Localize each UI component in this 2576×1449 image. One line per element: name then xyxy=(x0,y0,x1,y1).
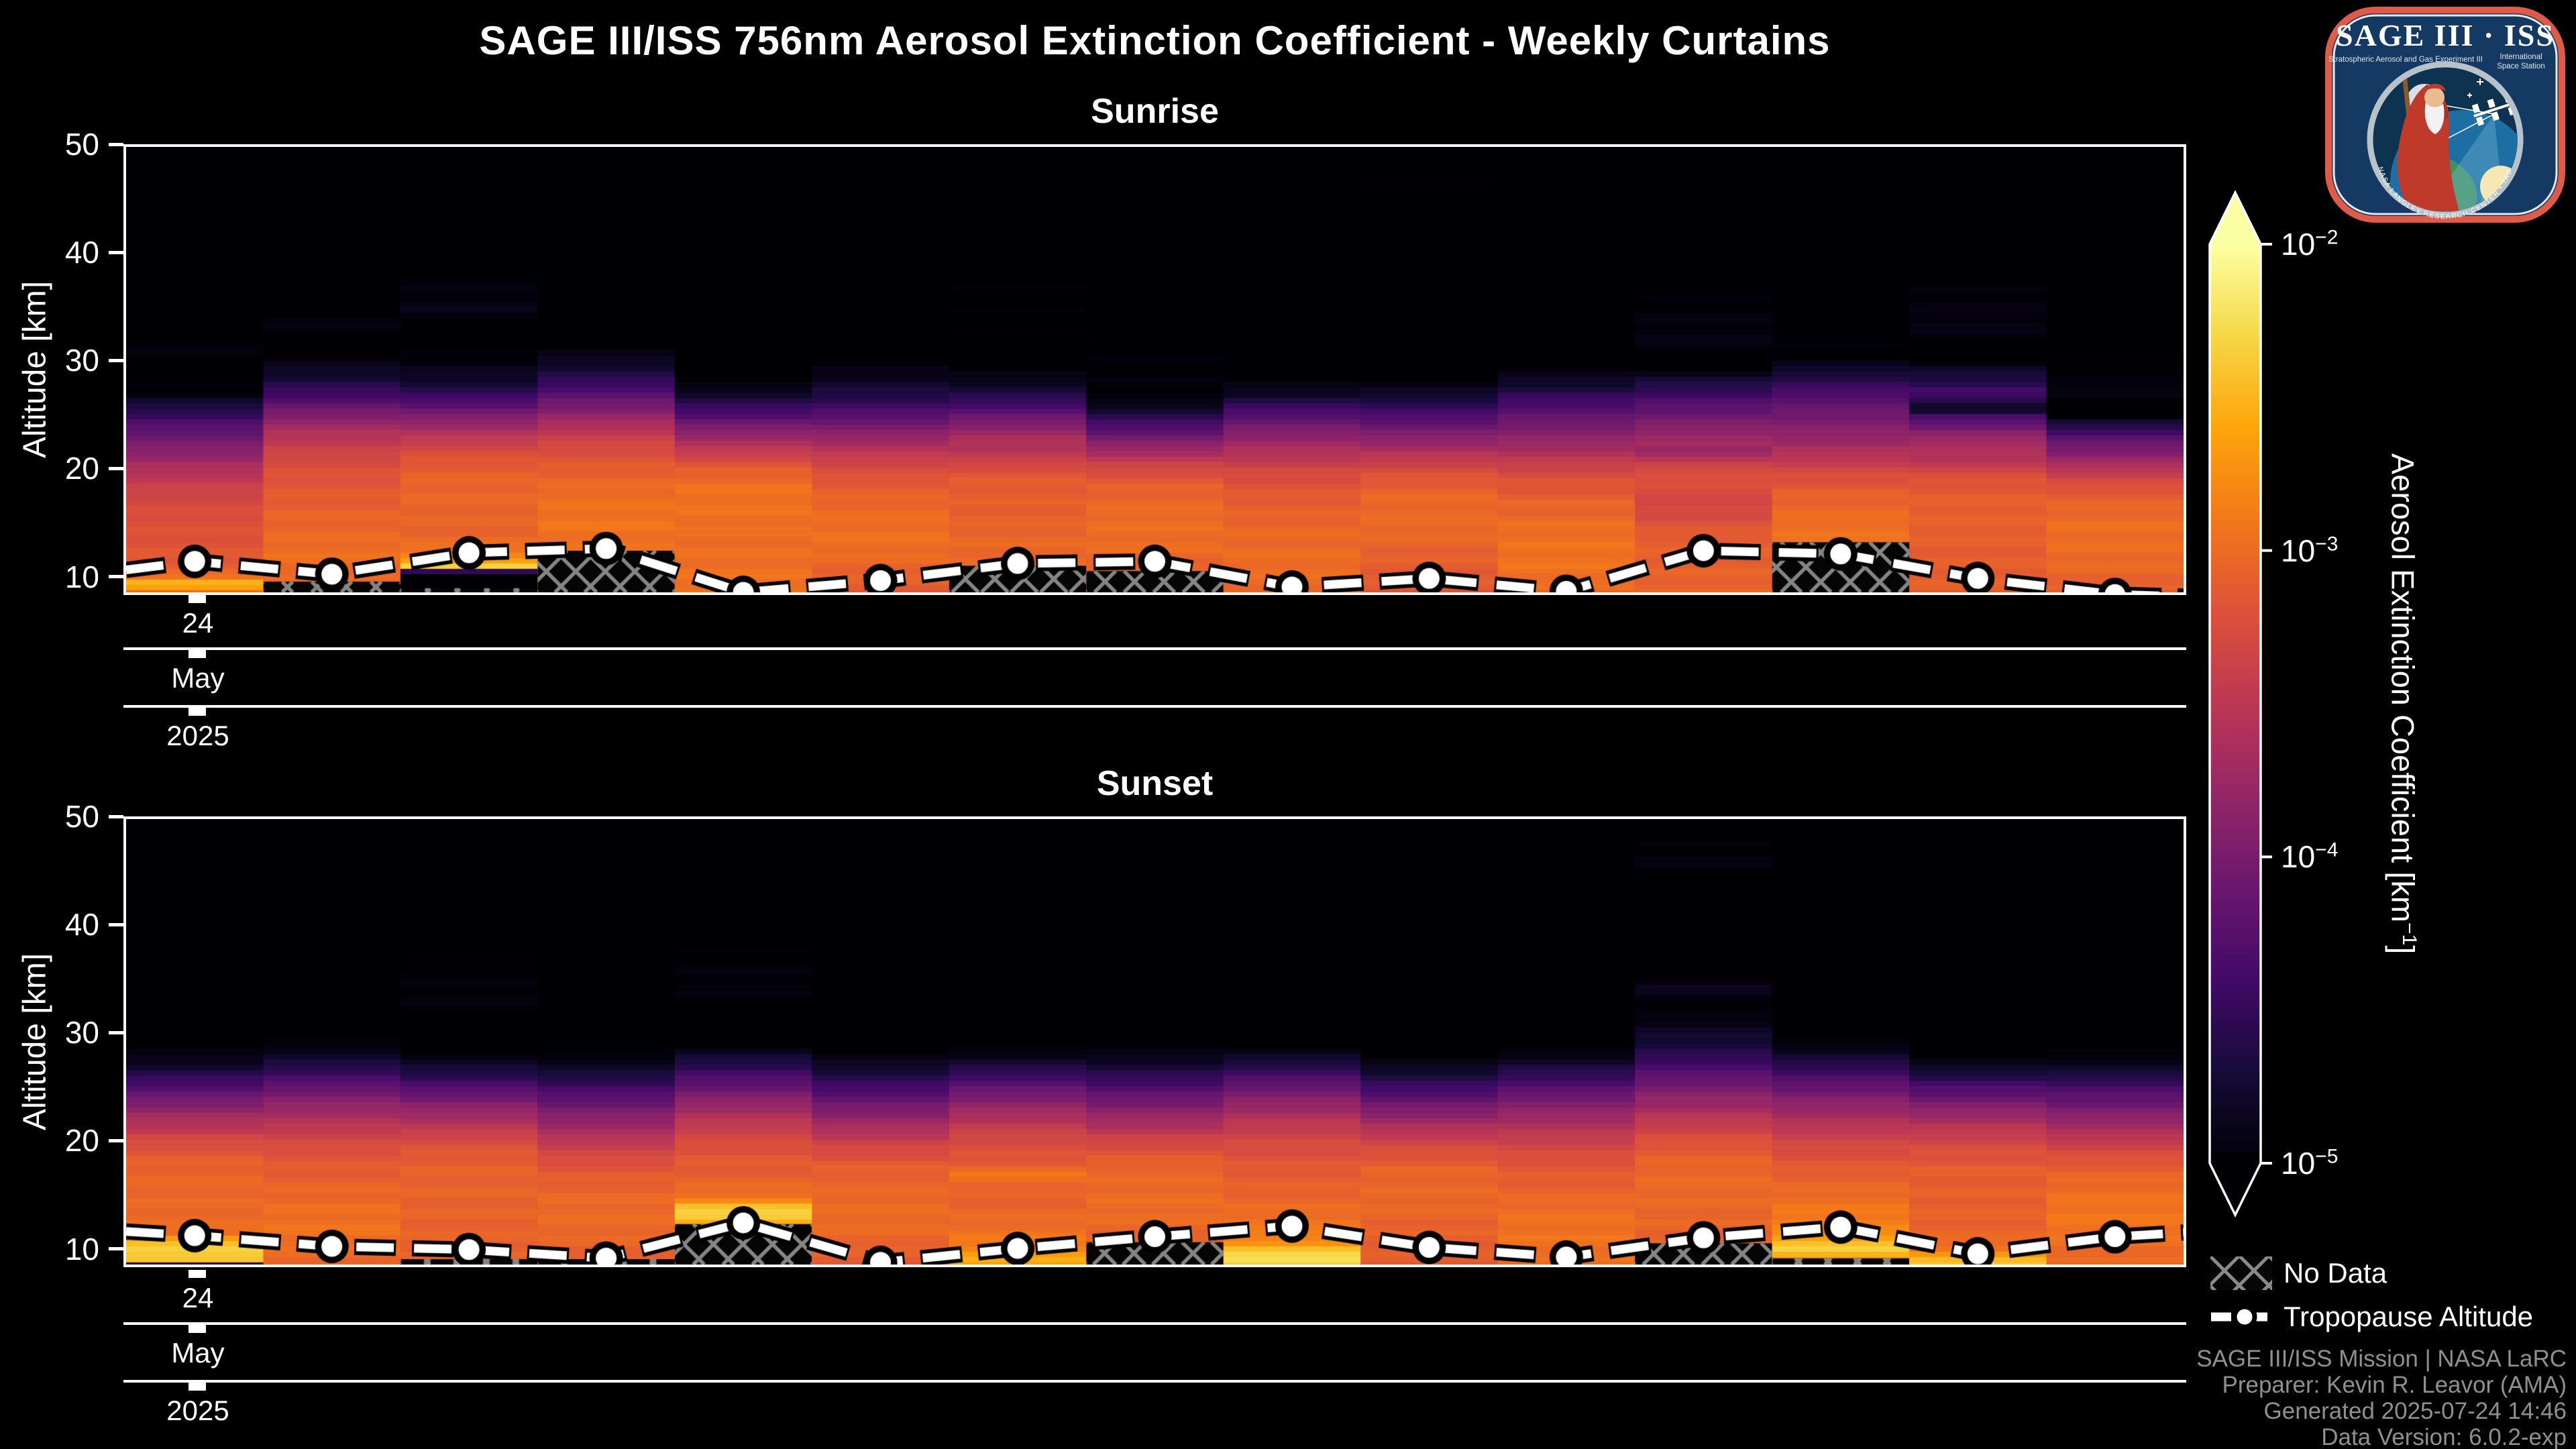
x-tick-day-label: 24 xyxy=(182,607,214,639)
month-separator-line xyxy=(123,1322,2186,1325)
x-tick-month-label: May xyxy=(171,662,225,694)
logo-title: SAGE III · ISS xyxy=(2336,18,2555,52)
year-tick-mark xyxy=(189,708,206,716)
colorbar-extend-min-arrow xyxy=(2210,1163,2261,1215)
colorbar-tick-label: 10−5 xyxy=(2281,1145,2339,1181)
attribution-block: SAGE III/ISS Mission | NASA LaRC Prepare… xyxy=(2196,1346,2567,1449)
y-tick-mark xyxy=(109,922,123,926)
y-tick-mark xyxy=(109,250,123,254)
page-title: SAGE III/ISS 756nm Aerosol Extinction Co… xyxy=(479,18,1831,63)
y-tick-label: 50 xyxy=(64,799,99,834)
y-tick-label: 30 xyxy=(64,1015,99,1051)
y-tick-mark xyxy=(109,1138,123,1142)
y-tick-label: 10 xyxy=(64,559,99,594)
attribution-data-version: Data Version: 6.0.2-exp xyxy=(2321,1424,2567,1449)
year-tick-mark xyxy=(189,1383,206,1391)
heatmap-canvas-sunrise xyxy=(126,147,2184,592)
colorbar-extend-max-arrow xyxy=(2210,193,2261,244)
y-tick-mark xyxy=(109,358,123,362)
panel-title-sunrise: Sunrise xyxy=(1091,92,1219,131)
y-tick-mark xyxy=(109,142,123,146)
year-separator-line xyxy=(123,1380,2186,1383)
x-tick-mark xyxy=(189,595,206,603)
y-tick-mark xyxy=(109,1030,123,1034)
x-tick-year-label: 2025 xyxy=(166,1395,229,1426)
x-tick-mark xyxy=(189,1270,206,1278)
panel-title-sunset: Sunset xyxy=(1096,764,1214,803)
logo-wizard xyxy=(2394,67,2459,211)
colorbar-title-bracket: ] xyxy=(2385,945,2421,955)
attribution-mission: SAGE III/ISS Mission | NASA LaRC xyxy=(2196,1346,2567,1372)
month-tick-mark xyxy=(189,1325,206,1333)
heatmap-panel-sunrise xyxy=(123,144,2186,595)
y-tick-label: 20 xyxy=(64,1123,99,1159)
no-data-legend-swatch xyxy=(2210,1256,2272,1290)
x-tick-month-label: May xyxy=(171,1337,225,1368)
no-data-legend-label: No Data xyxy=(2284,1257,2387,1289)
colorbar xyxy=(2208,191,2272,1218)
tropopause-legend-label: Tropopause Altitude xyxy=(2284,1301,2534,1332)
heatmap-panel-sunset xyxy=(123,816,2186,1267)
logo-subtitle-left: Stratospheric Aerosol and Gas Experiment… xyxy=(2328,56,2483,64)
colorbar-tick-label: 10−4 xyxy=(2281,839,2339,875)
y-tick-label: 10 xyxy=(64,1231,99,1267)
x-tick-day-label: 24 xyxy=(182,1282,214,1313)
colorbar-tick-label: 10−3 xyxy=(2281,533,2339,568)
y-tick-label: 20 xyxy=(64,451,99,486)
attribution-preparer: Preparer: Kevin R. Leavor (AMA) xyxy=(2222,1372,2567,1398)
y-tick-label: 50 xyxy=(64,127,99,162)
colorbar-tick-marks xyxy=(2261,243,2272,1165)
y-tick-label: 30 xyxy=(64,343,99,378)
y-tick-label: 40 xyxy=(64,235,99,270)
heatmap-canvas-sunset xyxy=(126,819,2184,1265)
logo-subtitle-right-2: Space Station xyxy=(2497,62,2545,70)
colorbar-tick-label: 10−2 xyxy=(2281,226,2339,262)
colorbar-title-text: Aerosol Extinction Coefficient [km xyxy=(2385,453,2421,922)
year-separator-line xyxy=(123,705,2186,708)
tropopause-legend-swatch xyxy=(2208,1304,2281,1330)
y-tick-mark xyxy=(109,1247,123,1251)
month-separator-line xyxy=(123,647,2186,650)
colorbar-title-exponent: −1 xyxy=(2398,922,2421,946)
month-tick-mark xyxy=(189,650,206,658)
colorbar-title: Aerosol Extinction Coefficient [km−1] xyxy=(2385,453,2422,955)
sage-iii-iss-logo: SAGE III · ISS Stratospheric Aerosol and… xyxy=(2325,7,2565,223)
logo-subtitle-right-1: International xyxy=(2500,53,2542,61)
y-tick-mark xyxy=(109,466,123,470)
y-tick-mark xyxy=(109,575,123,579)
colorbar-gradient xyxy=(2210,244,2261,1163)
x-tick-year-label: 2025 xyxy=(166,720,229,751)
attribution-generated: Generated 2025-07-24 14:46 xyxy=(2263,1398,2567,1424)
y-tick-label: 40 xyxy=(64,907,99,943)
y-tick-mark xyxy=(109,814,123,818)
